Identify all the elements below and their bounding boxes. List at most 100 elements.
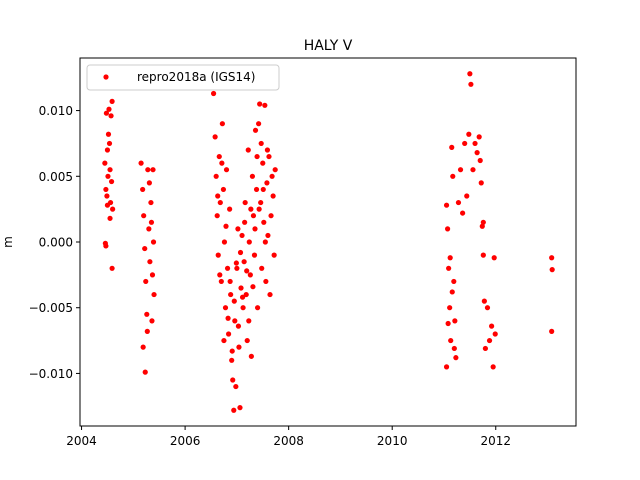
data-point (549, 255, 555, 261)
data-point (262, 239, 268, 245)
data-point (147, 259, 153, 265)
data-point (549, 267, 555, 273)
data-point (244, 268, 250, 274)
data-point (482, 345, 488, 352)
y-tick-label: 0.000 (39, 236, 73, 250)
data-point (221, 337, 227, 344)
legend-box (86, 64, 280, 91)
data-point (476, 134, 482, 140)
data-point (451, 278, 457, 285)
data-point (478, 180, 484, 186)
data-point (109, 98, 115, 104)
data-point (266, 153, 272, 160)
data-point (453, 355, 459, 361)
data-point (256, 206, 262, 212)
data-point (457, 167, 464, 173)
data-point (103, 243, 109, 249)
data-point (270, 193, 276, 199)
chart-title: HALY V (304, 38, 353, 54)
data-point (262, 102, 268, 108)
data-point (232, 318, 238, 324)
y-tick-label: −0.010 (29, 367, 73, 381)
data-point (140, 344, 146, 350)
data-point (143, 278, 149, 285)
data-point (150, 239, 157, 245)
data-point (489, 323, 495, 329)
data-point (105, 131, 112, 137)
data-point (251, 252, 258, 258)
data-point (492, 331, 498, 337)
data-point (229, 348, 235, 354)
data-point (474, 150, 480, 156)
data-point (449, 144, 455, 150)
data-point (250, 284, 256, 290)
data-point (484, 305, 491, 311)
data-point (245, 147, 251, 153)
data-point (472, 140, 478, 147)
data-point (460, 210, 466, 216)
data-point (449, 289, 455, 295)
data-point (481, 298, 487, 304)
data-point (242, 199, 248, 206)
data-point (146, 180, 152, 186)
data-point (246, 239, 252, 245)
data-point (106, 106, 112, 112)
data-point (269, 173, 275, 179)
data-point (210, 90, 217, 97)
data-point (253, 186, 260, 193)
data-point (149, 272, 156, 278)
data-point (490, 364, 496, 370)
legend-label: repro2018a (IGS14) (137, 70, 255, 84)
y-tick-label: −0.005 (29, 301, 73, 315)
data-point (141, 213, 147, 219)
data-point (271, 252, 277, 258)
data-point (235, 226, 241, 232)
data-point (104, 193, 110, 199)
data-point (445, 320, 451, 327)
data-point (445, 226, 451, 232)
data-point (215, 252, 221, 258)
data-point (214, 213, 220, 219)
data-point (264, 180, 270, 186)
data-point (108, 178, 115, 185)
data-point (218, 278, 224, 285)
x-tick-label: 2004 (66, 434, 97, 448)
data-point (254, 305, 261, 311)
data-point (452, 318, 458, 324)
data-point (258, 140, 264, 147)
x-tick-label: 2008 (273, 434, 304, 448)
data-point (254, 153, 260, 160)
x-tick-label: 2006 (170, 434, 201, 448)
data-point (246, 318, 252, 324)
data-point (263, 278, 269, 285)
data-point (243, 291, 249, 298)
data-point (229, 357, 235, 363)
data-point (213, 173, 219, 179)
data-point (249, 173, 256, 179)
data-point (225, 331, 232, 337)
data-point (231, 407, 237, 413)
data-point (491, 255, 497, 261)
data-point (103, 110, 110, 116)
data-point (222, 305, 229, 311)
data-point (256, 121, 262, 127)
data-point (239, 294, 246, 300)
data-point (145, 167, 151, 173)
data-point (110, 206, 116, 212)
data-point (257, 101, 263, 107)
data-point (227, 278, 233, 285)
data-point (248, 206, 254, 212)
data-point (480, 252, 486, 258)
data-point (233, 260, 239, 266)
data-point (446, 265, 452, 271)
data-point (231, 298, 237, 304)
data-point (104, 147, 111, 153)
data-point (264, 147, 271, 153)
data-point (455, 199, 462, 206)
data-point (223, 223, 229, 229)
data-point (259, 265, 265, 271)
data-point (261, 219, 267, 225)
data-point (151, 291, 157, 298)
data-point (448, 337, 454, 344)
